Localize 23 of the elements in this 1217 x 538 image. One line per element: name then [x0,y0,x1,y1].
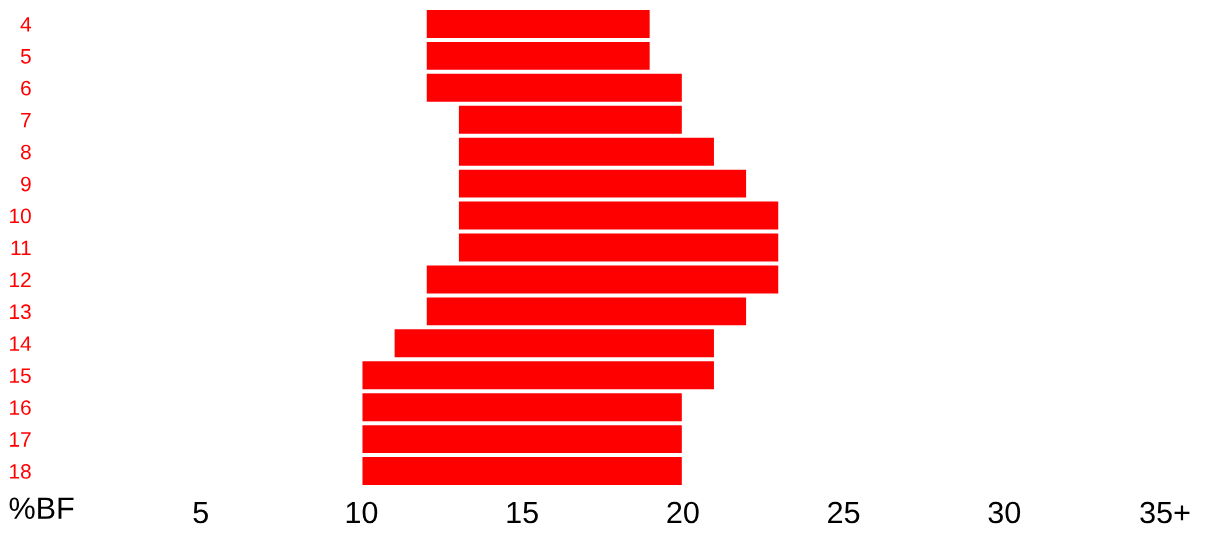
y-tick-label: 17 [10,432,31,447]
x-tick-label: 35+ [1140,501,1190,524]
x-tick-label: 5 [193,502,208,524]
y-tick-label: 4 [20,17,32,32]
y-tick-label: 12 [10,272,31,287]
y-tick-label: 14 [10,336,32,351]
y-tick-label: 10 [10,208,31,224]
x-tick-label: 10 [346,501,378,524]
y-tick-label: 9 [21,176,31,192]
y-tick-label: 6 [21,80,31,96]
y-tick-label: 16 [10,400,31,415]
y-tick-label: 11 [11,240,31,256]
y-tick-label: 13 [10,304,31,320]
x-tick-label: 20 [667,501,699,524]
x-tick-label: 25 [828,501,860,524]
y-tick-label: 15 [10,368,31,383]
x-tick-label: 30 [988,501,1021,524]
y-tick-label: 5 [20,49,31,64]
x-axis-title: %BF [9,497,74,519]
y-tick-label: 8 [20,144,31,160]
x-tick-label: 15 [507,502,538,524]
y-tick-label: 18 [10,464,31,479]
y-tick-label: 7 [21,112,31,128]
